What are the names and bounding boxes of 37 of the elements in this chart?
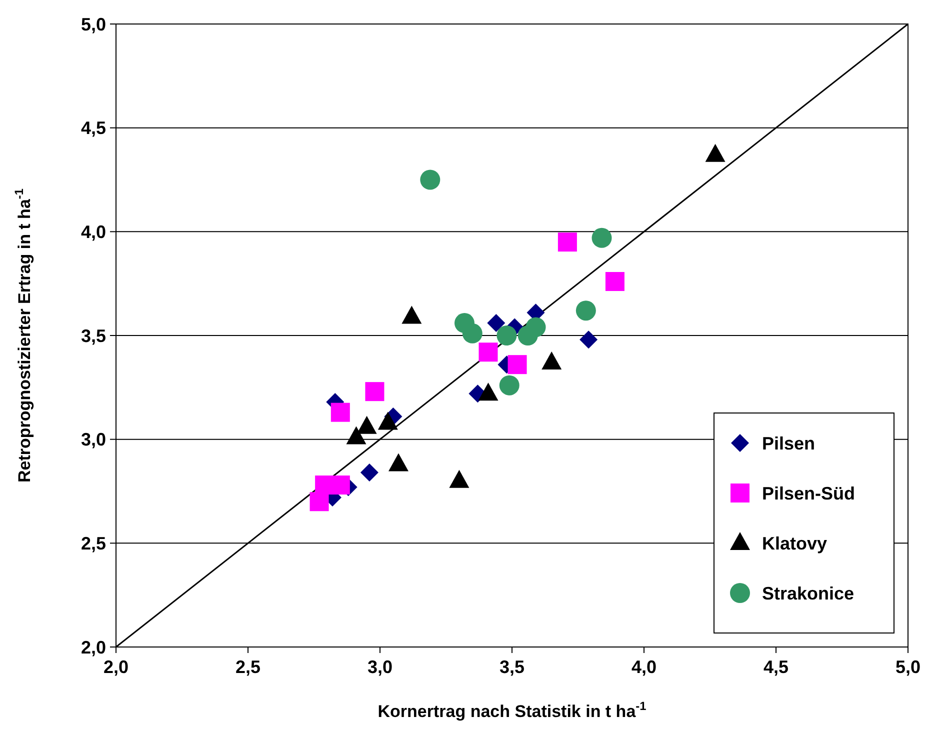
x-tick-label: 2,5: [235, 657, 261, 677]
point: [310, 492, 329, 512]
point: [499, 375, 520, 396]
point: [576, 300, 596, 321]
y-tick-label: 5,0: [80, 14, 106, 34]
point: [365, 382, 384, 402]
point: [420, 170, 440, 190]
point: [592, 228, 612, 248]
y-tick-label: 3,5: [80, 326, 106, 346]
legend-label: Strakonice: [762, 583, 854, 604]
y-tick-label: 4,5: [80, 118, 106, 138]
y-tick-label: 2,0: [80, 637, 106, 658]
x-tick-label: 3,5: [499, 657, 525, 677]
x-tick-label: 2,0: [103, 657, 129, 677]
legend-label: Klatovy: [762, 533, 828, 554]
x-tick-label: 5,0: [895, 657, 921, 677]
x-tick-label: 4,0: [631, 657, 657, 677]
legend-label: Pilsen: [762, 433, 816, 454]
x-tick-label: 3,0: [367, 657, 393, 677]
point: [487, 314, 506, 332]
point: [508, 355, 527, 374]
point: [478, 342, 498, 362]
y-tick-label: 4,0: [80, 222, 106, 242]
point: [558, 232, 577, 252]
legend-label: Pilsen-Süd: [762, 483, 856, 504]
x-axis-title: Kornertrag nach Statistik in t ha$^{-1}$: [378, 699, 647, 721]
point: [330, 476, 350, 495]
x-tick-label: 4,5: [763, 657, 789, 677]
point: [605, 272, 624, 292]
point: [462, 323, 482, 344]
point: [580, 330, 598, 349]
point: [526, 317, 546, 338]
y-tick-label: 2,5: [80, 533, 106, 554]
y-tick-label: 3,0: [80, 430, 106, 450]
point: [360, 464, 378, 482]
point: [330, 402, 350, 422]
point: [496, 326, 517, 346]
